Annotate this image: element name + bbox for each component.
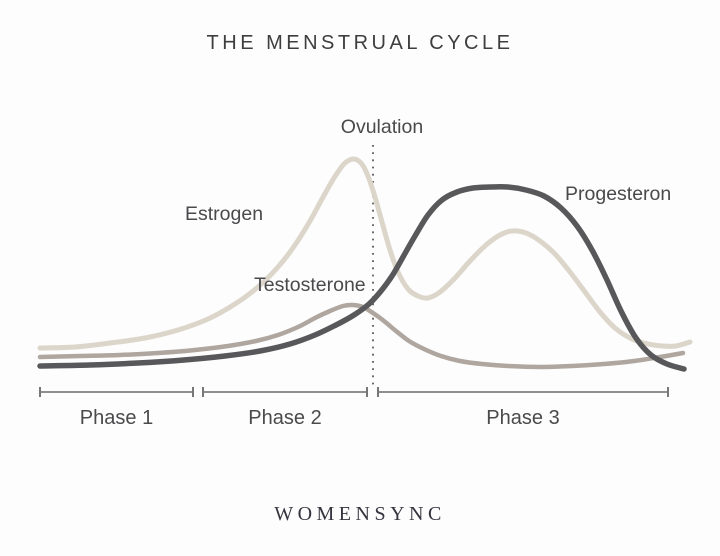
ovulation-label: Ovulation (341, 116, 423, 138)
progesterone-curve (37, 183, 687, 372)
estrogen-label: Estrogen (185, 203, 263, 225)
phase-2-label: Phase 2 (248, 407, 321, 429)
testosterone-curve (37, 302, 686, 370)
testosterone-label: Testosterone (254, 274, 366, 296)
phase-3-label: Phase 3 (486, 407, 559, 429)
estrogen-curve (37, 156, 693, 351)
phase-axis (39, 387, 669, 397)
brand-wordmark: WOMENSYNC (274, 503, 446, 525)
progesterone-label: Progesteron (565, 183, 671, 205)
phase-1-label: Phase 1 (80, 407, 153, 429)
page-title: THE MENSTRUAL CYCLE (206, 32, 514, 54)
